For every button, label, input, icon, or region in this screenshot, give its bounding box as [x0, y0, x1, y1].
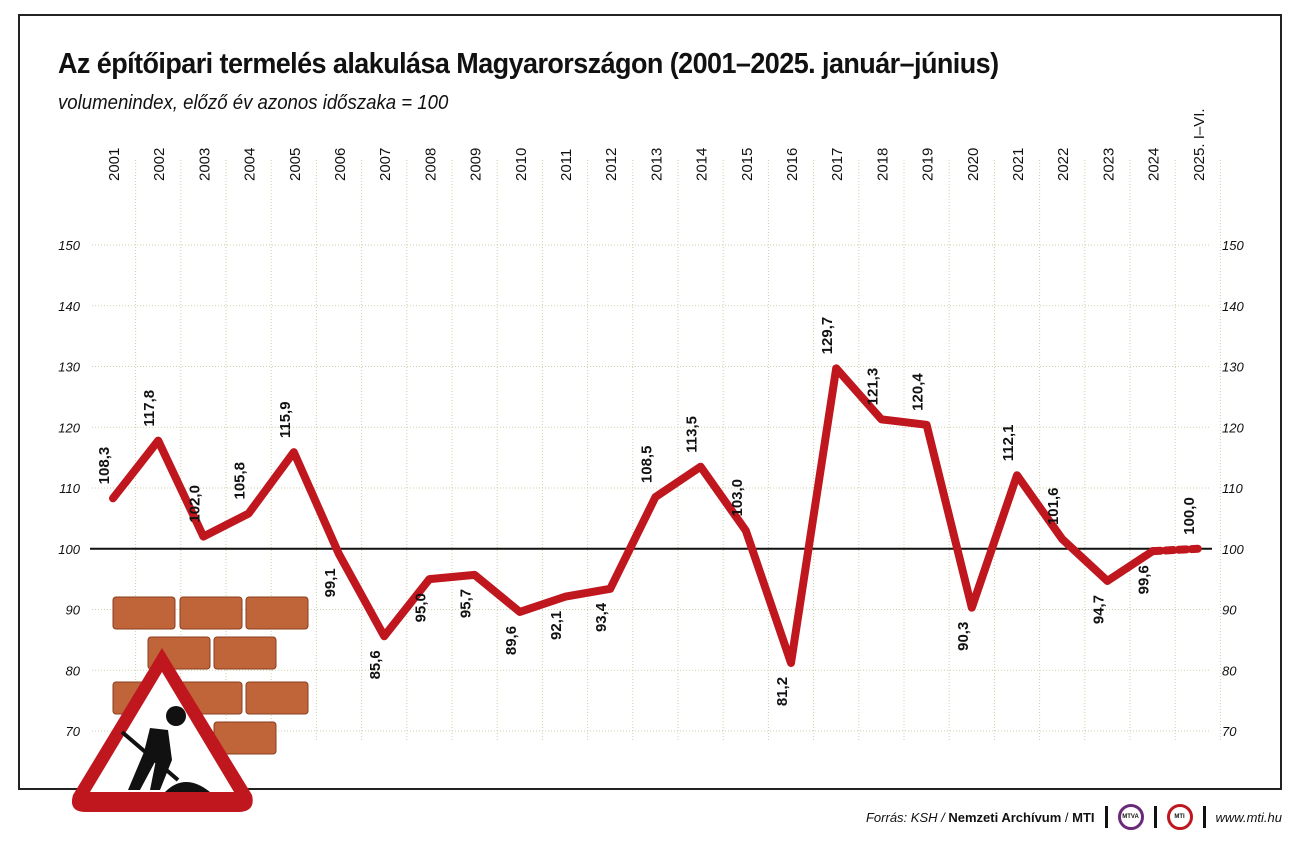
- data-label: 95,0: [412, 593, 429, 622]
- x-tick-label: 2015: [739, 148, 756, 181]
- website-link[interactable]: www.mti.hu: [1215, 809, 1282, 825]
- data-label: 90,3: [955, 622, 972, 651]
- data-label: 94,7: [1090, 595, 1107, 624]
- x-tick-label: 2002: [151, 148, 168, 181]
- y-tick-label-right: 110: [1222, 481, 1243, 496]
- mti-logo: MTI: [1166, 804, 1193, 830]
- data-label: 108,5: [638, 446, 655, 484]
- x-tick-label: 2022: [1055, 148, 1072, 181]
- y-tick-label-right: 140: [1222, 299, 1244, 314]
- y-tick-label-right: 150: [1222, 238, 1244, 253]
- y-tick-label-left: 140: [58, 299, 80, 314]
- x-tick-label: 2021: [1010, 148, 1027, 181]
- y-tick-label-left: 130: [58, 360, 80, 375]
- data-label: 115,9: [277, 401, 294, 438]
- x-tick-label: 2006: [332, 148, 349, 181]
- divider: [1104, 806, 1108, 828]
- data-label: 108,3: [96, 447, 113, 485]
- y-tick-label-right: 100: [1222, 542, 1244, 557]
- brick: [245, 596, 309, 630]
- data-label: 103,0: [729, 479, 746, 517]
- data-label: 102,0: [186, 485, 203, 523]
- y-tick-label-left: 100: [58, 542, 80, 557]
- construction-sign-illustration: [71, 596, 309, 812]
- x-tick-label: 2014: [694, 148, 711, 181]
- data-label: 101,6: [1045, 487, 1062, 525]
- series-line: [109, 364, 1157, 667]
- x-tick-label: 2018: [874, 148, 891, 181]
- series-line-dotted-segment: [1148, 544, 1202, 556]
- x-tick-label: 2017: [829, 148, 846, 181]
- y-tick-label-left: 110: [59, 481, 80, 496]
- x-tick-label: 2016: [784, 148, 801, 181]
- x-tick-label: 2011: [558, 149, 575, 181]
- x-tick-label: 2003: [196, 148, 213, 181]
- divider: [1153, 806, 1157, 828]
- data-label: 105,8: [232, 462, 249, 500]
- x-tick-label: 2023: [1100, 148, 1117, 181]
- y-tick-label-right: 80: [1222, 663, 1237, 678]
- data-label: 89,6: [503, 626, 520, 655]
- chart-frame: [18, 14, 1282, 790]
- x-tick-label: 2010: [513, 148, 530, 181]
- y-tick-label-left: 90: [66, 603, 81, 618]
- y-tick-label-left: 70: [66, 724, 81, 739]
- data-label: 99,1: [322, 568, 339, 597]
- data-label: 112,1: [1000, 425, 1017, 462]
- worker-icon: [166, 706, 186, 726]
- x-tick-label: 2001: [106, 148, 123, 181]
- data-label: 129,7: [819, 317, 836, 355]
- x-tick-label: 2025. I–VI.: [1191, 108, 1208, 181]
- brick: [245, 681, 309, 715]
- source-text: Forrás: KSH / Nemzeti Archívum / MTI: [865, 809, 1095, 825]
- data-label: 99,6: [1136, 565, 1153, 594]
- x-tick-label: 2005: [287, 148, 304, 181]
- brick: [179, 596, 243, 630]
- data-label: 85,6: [367, 650, 384, 679]
- mtva-logo: MTVA: [1117, 804, 1144, 830]
- x-tick-label: 2007: [377, 148, 394, 181]
- data-label: 120,4: [910, 373, 927, 411]
- chart-title: Az építőipari termelés alakulása Magyaro…: [58, 48, 999, 80]
- footer: Forrás: KSH / Nemzeti Archívum / MTI MTV…: [866, 804, 1282, 830]
- brick: [213, 636, 277, 670]
- data-label: 100,0: [1181, 497, 1198, 535]
- divider: [1202, 806, 1206, 828]
- x-tick-label: 2009: [468, 148, 485, 181]
- data-label: 95,7: [458, 589, 475, 618]
- x-tick-label: 2019: [920, 148, 937, 181]
- y-tick-label-left: 80: [66, 663, 81, 678]
- x-tick-label: 2024: [1146, 148, 1163, 181]
- data-label: 92,1: [548, 611, 565, 640]
- chart-subtitle: volumenindex, előző év azonos időszaka =…: [58, 92, 449, 114]
- data-label: 93,4: [593, 602, 610, 632]
- x-tick-label: 2020: [965, 148, 982, 181]
- data-label: 113,5: [684, 416, 701, 453]
- y-tick-label-right: 90: [1222, 603, 1237, 618]
- x-tick-label: 2012: [603, 148, 620, 181]
- x-tick-label: 2013: [648, 148, 665, 181]
- y-tick-label-left: 150: [58, 238, 80, 253]
- data-label: 81,2: [774, 677, 791, 706]
- data-label: 121,3: [864, 368, 881, 406]
- data-label: 117,8: [141, 390, 158, 427]
- y-tick-label-left: 120: [58, 420, 80, 435]
- brick: [112, 596, 176, 630]
- y-tick-label-right: 70: [1222, 724, 1237, 739]
- y-tick-label-right: 120: [1222, 420, 1244, 435]
- x-tick-label: 2008: [422, 148, 439, 181]
- y-tick-label-right: 130: [1222, 360, 1244, 375]
- x-tick-label: 2004: [242, 148, 259, 181]
